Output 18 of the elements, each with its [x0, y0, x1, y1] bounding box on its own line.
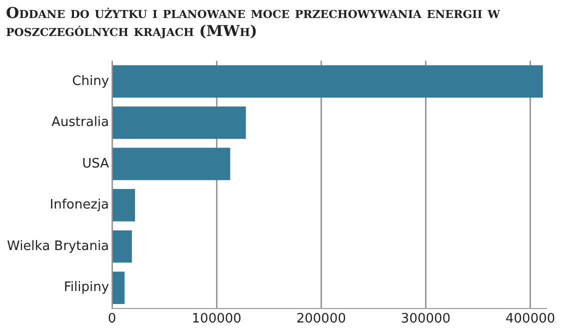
bar [112, 65, 543, 98]
bar [112, 230, 132, 263]
y-tick-label: Infonezja [50, 198, 110, 213]
x-tick-label: 0 [108, 312, 116, 327]
y-tick-label: Australia [52, 115, 110, 130]
y-tick-label: Wielka Brytania [6, 238, 110, 254]
bar [112, 272, 125, 304]
y-tick-label: Filipiny [64, 280, 110, 296]
bar [112, 189, 136, 222]
x-tick-label: 200000 [296, 312, 346, 327]
x-tick-label: 300000 [400, 312, 451, 327]
x-tick-label: 100000 [192, 312, 242, 327]
bar [112, 148, 230, 180]
y-tick-label: USA [82, 156, 110, 172]
y-tick-label: Chiny [72, 74, 110, 89]
chart-title: Oddane do użytku i planowane moce przechowywania energii w poszczególnych krajach (MWh) [5, 3, 502, 42]
bar [112, 106, 246, 139]
x-tick-label: 400000 [505, 312, 556, 327]
